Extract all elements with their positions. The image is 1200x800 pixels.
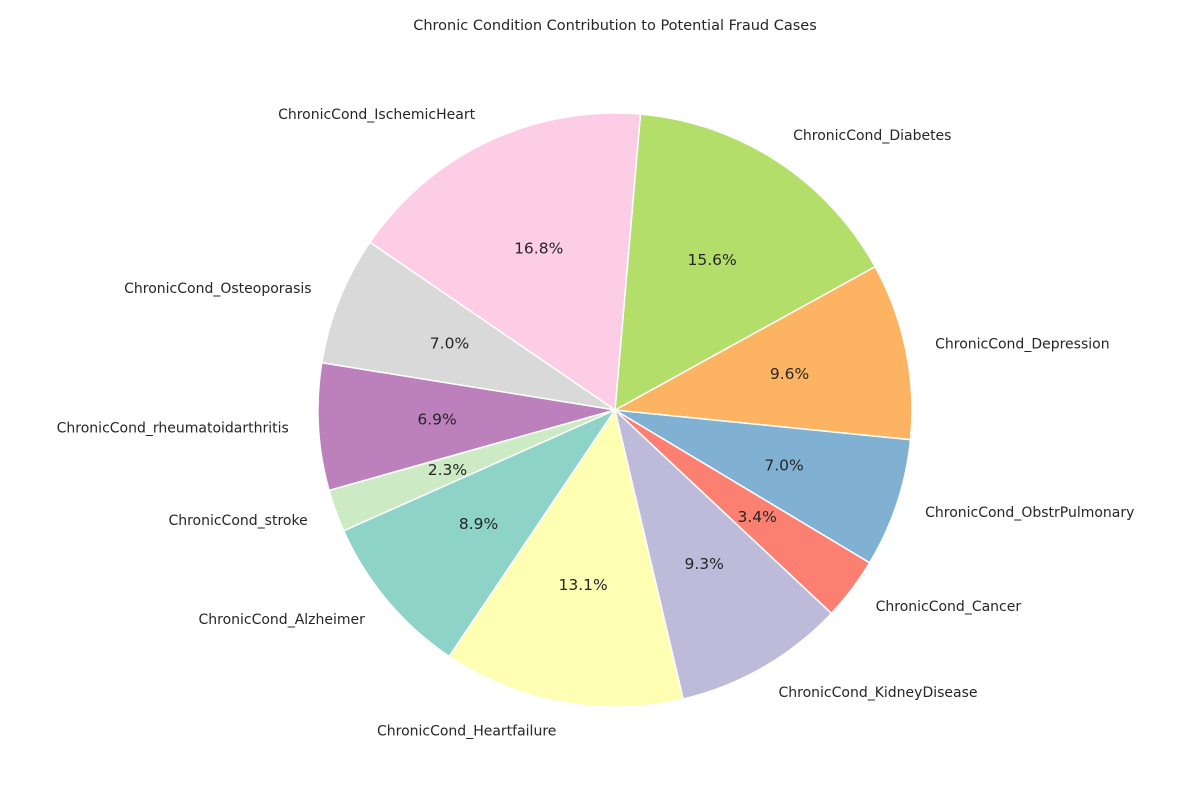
percent-label-6: 15.6% [687, 251, 736, 269]
percent-labels: 8.9% 13.1% 9.3% 3.4% 7.0% 9.6% 15.6% 16.8% 7.0% 6… [417, 240, 809, 594]
slice-label-8: ChronicCond_Osteoporasis [124, 281, 311, 297]
slice-label-7: ChronicCond_IschemicHeart [278, 107, 476, 123]
slice-label-3: ChronicCond_Cancer [876, 599, 1022, 615]
slice-label-0: ChronicCond_Alzheimer [198, 612, 365, 628]
percent-label-3: 3.4% [738, 508, 777, 526]
pie-slice-0 [342, 409, 616, 658]
pie-slice-8 [321, 241, 616, 411]
percent-label-1: 13.1% [558, 576, 607, 594]
pie-slice-4 [614, 409, 912, 564]
slice-label-6: ChronicCond_Diabetes [793, 128, 951, 144]
slice-label-5: ChronicCond_Depression [935, 337, 1109, 353]
pie-slice-5 [614, 265, 913, 441]
percent-label-9: 6.9% [417, 411, 456, 429]
percent-label-5: 9.6% [770, 365, 809, 383]
slice-label-10: ChronicCond_stroke [168, 513, 307, 529]
percent-label-7: 16.8% [514, 240, 563, 258]
percent-label-4: 7.0% [764, 457, 803, 475]
pie-slice-6 [614, 113, 876, 411]
percent-label-10: 2.3% [428, 461, 467, 479]
percent-label-2: 9.3% [685, 555, 724, 573]
slice-label-4: ChronicCond_ObstrPulmonary [925, 505, 1134, 521]
slice-label-1: ChronicCond_Heartfailure [377, 723, 556, 739]
slice-labels: ChronicCond_Alzheimer ChronicCond_Heartfa… [57, 107, 1135, 740]
slice-label-9: ChronicCond_rheumatoidarthritis [57, 421, 289, 437]
pie-slice-1 [448, 409, 684, 708]
chart-title: Chronic Condition Contribution to Potent… [413, 18, 817, 34]
pie-slice-7 [369, 112, 642, 411]
pie-slices [317, 112, 913, 708]
percent-label-0: 8.9% [459, 515, 498, 533]
slice-label-2: ChronicCond_KidneyDisease [779, 685, 978, 701]
percent-label-8: 7.0% [430, 334, 469, 352]
pie-slice-2 [614, 409, 833, 700]
pie-slice-10 [328, 409, 616, 532]
pie-slice-9 [317, 362, 616, 492]
